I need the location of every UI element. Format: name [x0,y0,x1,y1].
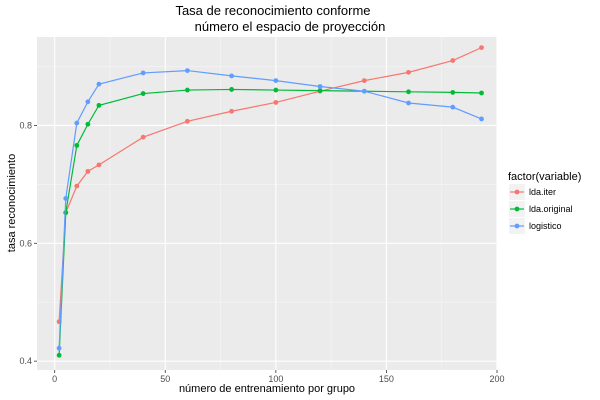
data-point-logistico [56,345,62,351]
data-point-logistico [406,100,411,106]
series-line-lda-iter [58,47,482,322]
series-layer [56,45,484,358]
data-point-logistico [85,99,91,105]
data-point-lda-original [184,87,190,93]
series-line-lda-original [58,88,482,356]
x-tick-label: 200 [489,374,504,384]
data-point-lda-original [479,90,484,96]
data-point-logistico [361,88,367,94]
data-point-logistico [479,116,484,122]
legend-label: logistico [529,221,562,231]
y-tick-label: 0.8 [19,120,32,130]
legend-label: lda.iter [529,187,556,197]
legend-key-point [514,189,520,195]
x-axis-label: número de entrenamiento por grupo [179,383,355,395]
x-tick-label: 0 [52,374,57,384]
data-point-logistico [273,78,279,84]
major-gridlines [37,37,498,370]
data-point-lda-original [56,352,62,358]
data-point-lda-original [96,102,102,108]
data-point-lda-iter [361,78,367,84]
series-line-logistico [58,69,482,349]
x-tick-label: 100 [268,374,283,384]
data-point-lda-iter [85,168,91,174]
data-point-lda-iter [450,58,456,63]
data-point-logistico [140,70,146,76]
data-point-lda-original [140,91,146,96]
data-point-lda-iter [74,183,80,189]
y-tick-label: 0.6 [19,238,32,248]
data-point-lda-iter [140,134,146,140]
chart-title-line-1: Tasa de reconocimiento conforme [175,3,370,18]
data-point-lda-iter [479,45,484,51]
data-point-logistico [96,81,102,87]
plot-panel [37,37,497,370]
x-tick-label: 50 [160,374,170,384]
data-point-lda-iter [96,162,102,168]
data-point-lda-original [85,121,91,127]
legend: factor(variable) lda.iter lda.original log… [508,171,581,234]
data-point-lda-original [273,87,279,93]
data-point-lda-original [450,90,456,95]
legend-item-lda-original: lda.original [509,201,573,217]
data-point-logistico [184,68,190,73]
data-point-logistico [317,84,323,89]
y-axis-label: tasa reconocimiento [6,154,18,252]
data-point-lda-iter [184,118,190,124]
data-point-lda-iter [273,100,279,105]
data-point-lda-iter [229,108,235,114]
series-lda-original [56,87,484,358]
legend-item-logistico: logistico [509,218,562,234]
series-logistico [56,68,484,351]
data-point-logistico [63,196,69,201]
data-point-lda-original [74,143,80,148]
y-tick-label: 0.4 [19,356,32,366]
x-tick-label: 150 [379,374,394,384]
legend-item-lda-iter: lda.iter [509,184,556,200]
legend-items: lda.iter lda.original logistico [509,184,573,234]
data-point-lda-original [229,87,235,92]
axis-ticks: 0 50 100 150 200 0.4 0.6 0.8 [19,120,504,384]
data-point-lda-original [406,89,411,95]
legend-key-point [514,206,520,212]
chart-title-line-2: número el espacio de proyección [195,19,386,34]
data-point-lda-original [317,88,323,94]
legend-title: factor(variable) [508,171,581,183]
data-point-logistico [74,120,80,126]
legend-key-point [514,223,520,229]
data-point-lda-iter [406,69,411,75]
data-point-logistico [450,104,456,110]
data-point-logistico [229,73,235,79]
legend-label: lda.original [529,204,573,214]
